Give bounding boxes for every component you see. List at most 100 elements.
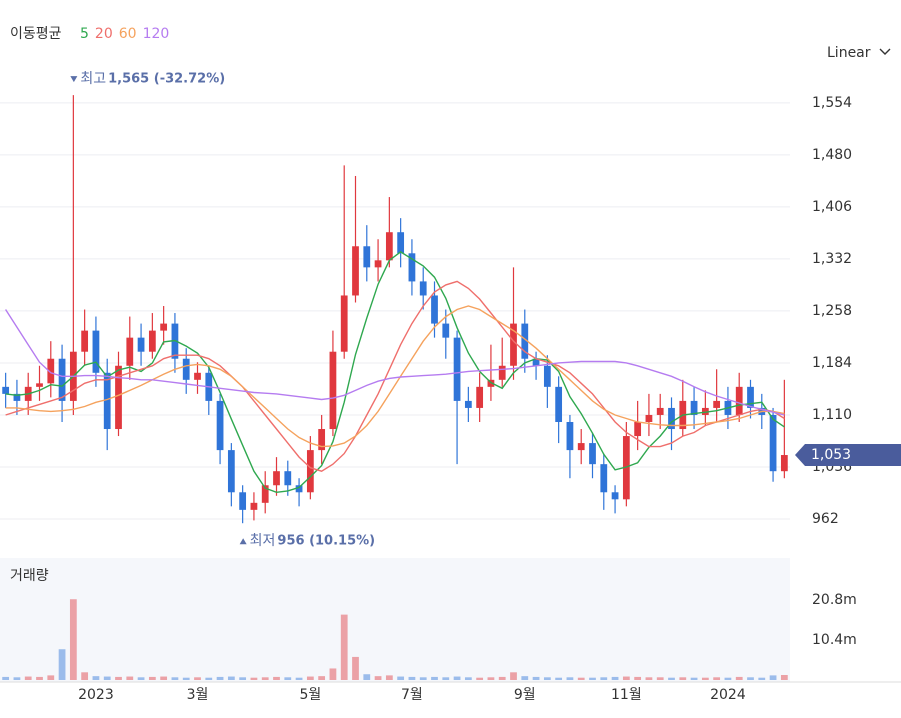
volume-bar [735,676,743,680]
volume-bar [47,675,55,680]
candle-body [318,429,326,451]
candle-body [543,365,551,387]
volume-bar [600,677,608,680]
volume-bar [577,677,585,680]
scale-mode[interactable]: Linear [827,45,871,61]
y-tick-label: 1,554 [812,95,852,111]
volume-bar [521,676,529,680]
volume-bar [747,677,754,680]
volume-bar [36,676,43,680]
x-tick-label: 5월 [299,687,321,703]
volume-bar [250,677,258,680]
x-tick-label: 11월 [611,687,642,703]
candle-body [780,455,788,472]
volume-bar [103,676,111,680]
price-tag [795,444,901,467]
volume-bar [622,676,630,680]
volume-bar [171,677,179,680]
candle-body [532,358,540,366]
volume-bar [126,676,134,680]
annotation-value: 956 (10.15%) [277,534,375,549]
x-tick-label: 9월 [514,687,536,703]
ma-line [5,309,785,416]
candle-body [306,450,314,493]
candle-body [566,421,574,451]
volume-bar [498,676,506,680]
volume-bar [24,676,32,680]
candle-body [656,407,664,415]
volume-bar [397,676,405,680]
candle-body [36,383,43,387]
annotation-text: 최저 [250,533,276,549]
candle-body [769,414,777,472]
candle-body [668,407,675,430]
candle-body [137,337,145,352]
ma-line [5,280,785,472]
volume-bar [363,674,371,680]
candle-body [261,485,269,503]
candle-body [498,365,506,380]
candle-body [589,443,596,465]
candle-body [701,407,709,415]
candle-body [611,492,619,500]
volume-bar [352,656,359,680]
candle-body [352,246,359,296]
volume-tick-label: 20.8m [812,592,857,608]
volume-bar [160,676,168,680]
candle-body [160,323,168,331]
volume-bar [239,677,247,680]
candle-body [385,232,393,261]
annotation-marker [70,76,78,83]
candle-body [419,281,427,296]
candle-body [58,358,66,401]
candle-body [690,400,698,415]
volume-bar [442,677,450,680]
volume-bar [306,676,314,680]
volume-bar [510,672,517,680]
volume-bar [487,677,495,680]
candle-body [476,386,484,408]
annotation-value: 1,565 (-32.72%) [108,72,225,87]
legend-entry: 60 [119,26,137,42]
candle-body [397,232,405,254]
candle-body [442,323,450,338]
candle-body [555,386,563,422]
candle-body [510,323,517,366]
volume-bar [656,677,664,680]
y-tick-label: 1,406 [812,199,852,215]
volume-bar [137,677,145,680]
volume-bar [92,676,100,680]
x-tick-label: 7월 [401,687,423,703]
volume-bar [318,676,326,680]
volume-bar [227,676,235,680]
candle-body [115,365,122,430]
volume-bar [182,677,190,680]
volume-bar [13,677,21,680]
y-tick-label: 1,258 [812,303,852,319]
candle-body [13,393,21,401]
candle-body [713,400,721,408]
y-tick-label: 1,480 [812,147,852,163]
volume-bar [566,677,574,680]
candle-body [634,421,642,437]
volume-bar [385,675,393,680]
candle-body [273,471,280,486]
volume-bar [724,677,732,680]
legend-entry: 120 [143,26,170,42]
volume-bar [81,672,89,680]
volume-bar [464,677,472,680]
volume-tick-label: 10.4m [812,632,857,648]
candle-body [103,372,111,430]
legend-title: 이동평균 [10,26,62,42]
annotation-marker [239,538,247,545]
volume-bar [611,676,619,680]
volume-bar [476,677,484,680]
candle-body [408,253,416,282]
volume-bar [69,599,77,680]
dropdown-chevron[interactable] [879,48,891,55]
candle-body [431,295,438,324]
candle-body [92,330,100,373]
price-tag-label: 1,053 [811,447,851,463]
volume-bar [2,676,10,680]
